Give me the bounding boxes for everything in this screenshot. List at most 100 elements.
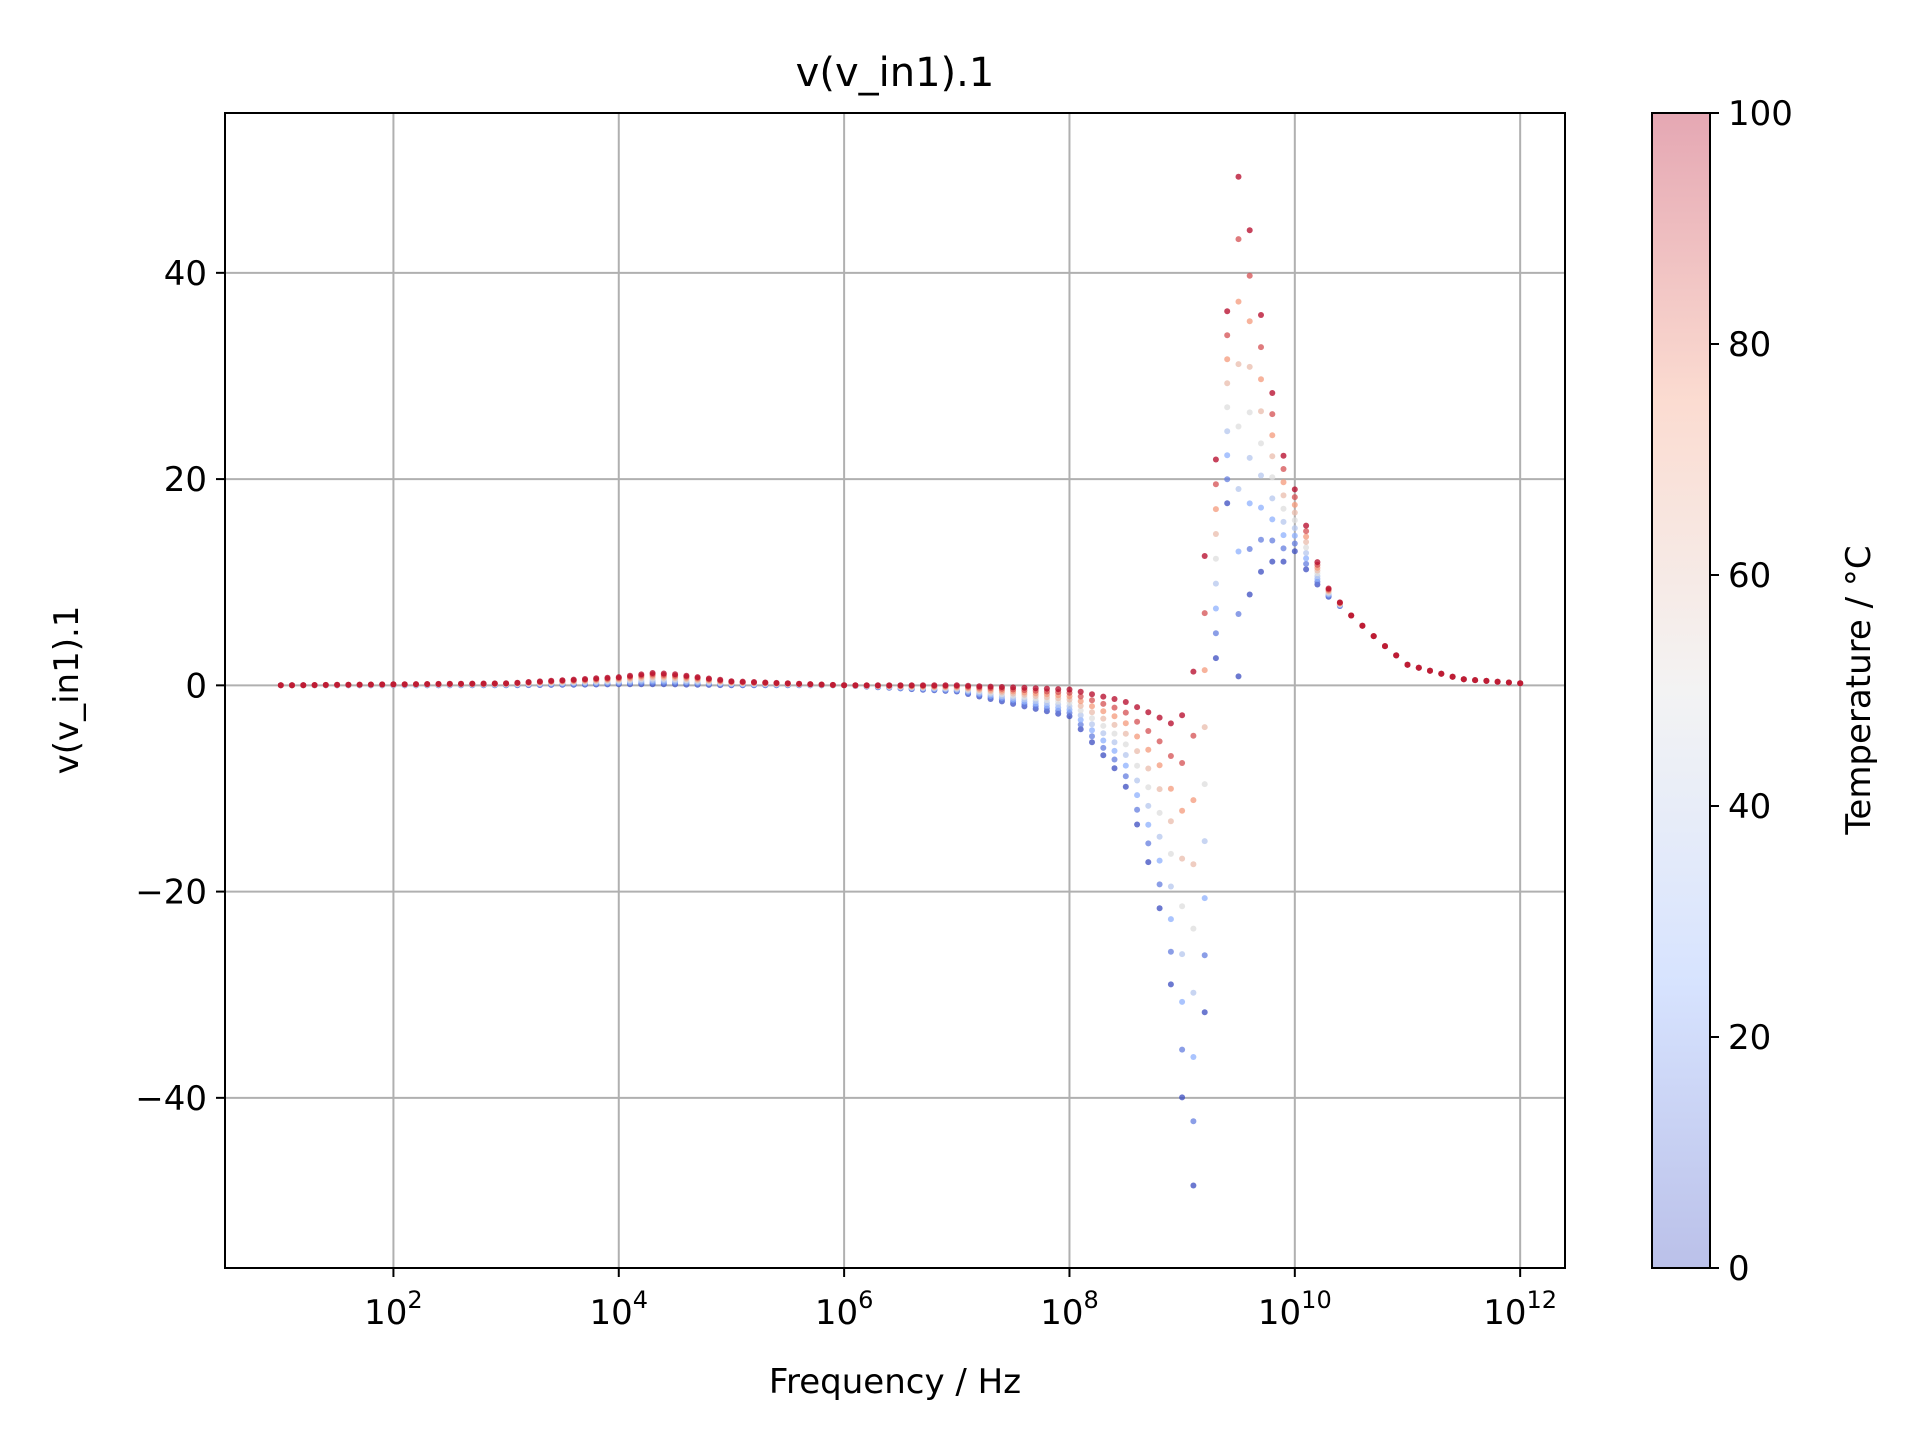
scatter-point [1201, 553, 1208, 559]
scatter-point [694, 674, 701, 681]
colorbar-tick-label: 20 [1728, 1018, 1771, 1058]
scatter-point [1370, 633, 1377, 640]
scatter-point [1224, 476, 1231, 483]
scatter-point [784, 680, 791, 687]
scatter-point [1089, 733, 1095, 740]
scatter-point [503, 680, 510, 687]
scatter-point [863, 682, 870, 689]
scatter-point [1258, 376, 1264, 383]
scatter-point [1201, 838, 1208, 845]
scatter-point [965, 682, 972, 689]
scatter-point [1145, 840, 1152, 847]
scatter-point [1167, 753, 1174, 759]
scatter-point [1212, 555, 1219, 562]
scatter-point [1134, 718, 1141, 725]
scatter-point [1100, 744, 1107, 751]
scatter-point [1280, 545, 1287, 552]
scatter-point [1258, 440, 1264, 447]
scatter-point [1111, 765, 1118, 772]
scatter-point [1291, 494, 1298, 501]
scatter-point [345, 681, 352, 688]
scatter-point [1077, 702, 1084, 709]
scatter-point [1122, 741, 1129, 748]
scatter-point [1111, 704, 1118, 711]
y-tick-label: −20 [135, 873, 207, 913]
scatter-point [458, 680, 464, 687]
scatter-point [1212, 481, 1219, 488]
scatter-point [717, 676, 724, 683]
scatter-point [897, 682, 904, 689]
scatter-point [1100, 737, 1107, 744]
scatter-point [1134, 792, 1141, 799]
scatter-point [1235, 423, 1242, 430]
scatter-point [807, 681, 814, 688]
scatter-point [1156, 809, 1163, 816]
scatter-point [728, 678, 735, 685]
scatter-point [1122, 730, 1129, 737]
scatter-point [1111, 739, 1118, 746]
scatter-point [1415, 664, 1422, 671]
scatter-point [559, 677, 566, 684]
scatter-point [1134, 806, 1141, 813]
scatter-point [1167, 785, 1174, 792]
plot-frame [224, 112, 1566, 1269]
scatter-point [1269, 453, 1276, 460]
scatter-point [1258, 312, 1264, 318]
scatter-point [289, 682, 295, 689]
x-axis-label: Frequency / Hz [769, 1362, 1021, 1402]
scatter-point [1291, 540, 1298, 547]
scatter-point [1043, 685, 1050, 692]
scatter-point [998, 684, 1005, 690]
y-axis-label: v(v_in1).1 [47, 606, 87, 775]
scatter-point [1505, 679, 1512, 686]
scatter-point [1258, 472, 1264, 479]
scatter-point [1280, 532, 1287, 539]
scatter-point [1224, 404, 1231, 411]
scatter-point [1145, 709, 1152, 716]
scatter-point [1258, 536, 1264, 543]
scatter-point [1100, 693, 1107, 700]
scatter-point [1404, 661, 1411, 668]
scatter-point [1122, 699, 1129, 705]
scatter-point [1303, 550, 1310, 556]
scatter-point [1224, 356, 1231, 363]
scatter-point [1348, 612, 1355, 619]
scatter-point [1280, 452, 1287, 459]
scatter-point [1145, 746, 1152, 753]
scatter-point [480, 680, 487, 687]
scatter-point [536, 678, 543, 685]
scatter-point [1145, 802, 1152, 809]
scatter-point [401, 681, 408, 688]
scatter-point [1089, 691, 1095, 698]
chart-title: v(v_in1).1 [796, 50, 995, 96]
scatter-point [334, 681, 341, 688]
scatter-point [1145, 821, 1152, 828]
scatter-point [1077, 707, 1084, 714]
scatter-point [1224, 428, 1231, 435]
y-tick-label: −40 [135, 1079, 207, 1119]
scatter-point [1382, 643, 1388, 650]
scatter-point [1145, 728, 1152, 734]
scatter-point [1393, 652, 1400, 659]
scatter-point [1212, 580, 1219, 587]
scatter-point [593, 675, 600, 682]
scatter-point [1032, 685, 1039, 692]
scatter-point [976, 683, 983, 690]
scatter-point [1303, 533, 1310, 540]
colorbar-tick-label: 40 [1728, 787, 1771, 827]
scatter-point [1258, 568, 1264, 575]
scatter-point [1212, 506, 1219, 513]
scatter-point [1077, 698, 1084, 705]
scatter-point [311, 682, 318, 688]
scatter-point [1280, 492, 1287, 499]
scatter-point [1156, 881, 1163, 888]
scatter-point [1122, 773, 1129, 780]
scatter-point [1156, 714, 1163, 721]
scatter-point [1258, 344, 1264, 351]
scatter-point [1111, 713, 1118, 720]
scatter-point [1190, 989, 1197, 996]
scatter-point [1111, 747, 1118, 754]
scatter-point [1201, 952, 1208, 959]
scatter-point [1291, 532, 1298, 539]
